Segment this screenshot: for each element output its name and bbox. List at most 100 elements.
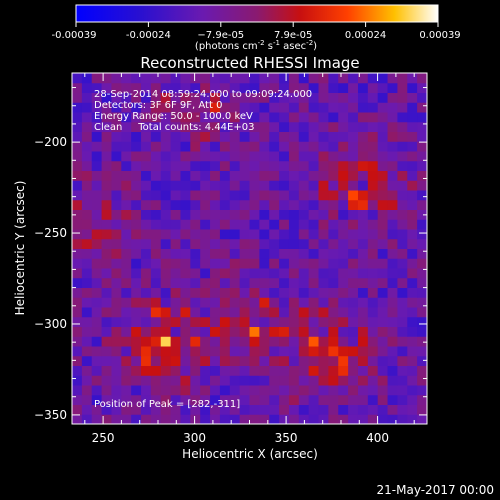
heatmap-cell [121, 219, 132, 230]
heatmap-cell [377, 346, 389, 357]
heatmap-cell [249, 229, 260, 240]
heatmap-cell [160, 141, 172, 152]
heatmap-cell [81, 277, 93, 288]
heatmap-cell [141, 307, 152, 318]
heatmap-cell [81, 121, 93, 132]
heatmap-cell [328, 160, 339, 171]
heatmap-cell [141, 258, 152, 269]
heatmap-cell [348, 365, 359, 376]
y-tick-label: −250 [34, 226, 67, 240]
heatmap-cell [328, 404, 339, 415]
heatmap-cell [249, 219, 260, 230]
heatmap-cell [72, 199, 83, 210]
heatmap-cell [210, 229, 221, 240]
heatmap-cell [131, 92, 142, 103]
heatmap-cell [210, 170, 221, 181]
heatmap-cell [308, 355, 320, 366]
heatmap-cell [338, 238, 349, 249]
heatmap-cell [121, 209, 132, 220]
heatmap-cell [357, 102, 369, 113]
heatmap-cell [259, 346, 270, 357]
heatmap-cell [357, 190, 369, 201]
heatmap-cell [417, 268, 428, 279]
heatmap-cell [219, 375, 231, 386]
heatmap-cell [338, 170, 349, 181]
heatmap-cell [269, 112, 280, 123]
heatmap-cell [259, 258, 270, 269]
heatmap-cell [200, 170, 211, 181]
heatmap-cell [229, 238, 241, 249]
heatmap-cell [190, 365, 201, 376]
heatmap-cell [72, 287, 83, 298]
heatmap-cell [308, 375, 320, 386]
heatmap-cell [348, 112, 359, 123]
heatmap-cell [150, 199, 162, 210]
heatmap-cell [367, 365, 379, 376]
heatmap-cell [72, 307, 83, 318]
heatmap-cell [229, 170, 241, 181]
heatmap-cell [397, 404, 408, 415]
heatmap-cell [200, 346, 211, 357]
heatmap-cell [298, 151, 310, 162]
heatmap-cell [190, 414, 201, 425]
heatmap-cell [101, 190, 112, 201]
heatmap-cell [269, 92, 280, 103]
heatmap-cell [239, 141, 250, 152]
heatmap-cell [150, 268, 162, 279]
heatmap-cell [81, 199, 93, 210]
heatmap-cell [200, 385, 211, 396]
heatmap-cell [190, 121, 201, 132]
heatmap-cell [101, 287, 112, 298]
heatmap-cell [141, 73, 152, 84]
heatmap-cell [229, 277, 241, 288]
colorbar-frame [75, 4, 439, 23]
heatmap-cell [210, 151, 221, 162]
heatmap-cell [318, 346, 329, 357]
heatmap-cell [279, 385, 290, 396]
heatmap-cell [367, 394, 379, 405]
heatmap-cell [150, 365, 162, 376]
heatmap-cell [180, 219, 191, 230]
heatmap-cell [308, 170, 320, 181]
heatmap-cell [367, 355, 379, 366]
heatmap-cell [308, 209, 320, 220]
heatmap-cell [210, 199, 221, 210]
heatmap-cell [367, 229, 379, 240]
heatmap-cell [308, 238, 320, 249]
heatmap-cell [111, 346, 122, 357]
heatmap-cell [190, 404, 201, 415]
heatmap-cell [338, 336, 349, 347]
heatmap-cell [141, 160, 152, 171]
heatmap-cell [160, 238, 172, 249]
heatmap-cell [81, 82, 93, 93]
heatmap-cell [407, 190, 418, 201]
annotation-energy-range: Energy Range: 50.0 - 100.0 keV [94, 111, 253, 122]
heatmap-cell [190, 219, 201, 230]
heatmap-cell [200, 365, 211, 376]
heatmap-cell [190, 229, 201, 240]
heatmap-cell [219, 404, 231, 415]
heatmap-cell [229, 199, 241, 210]
heatmap-cell [160, 248, 172, 259]
heatmap-cell [249, 394, 260, 405]
heatmap-cell [200, 209, 211, 220]
heatmap-cell [269, 365, 280, 376]
heatmap-cell [101, 180, 112, 191]
heatmap-cell [397, 209, 408, 220]
heatmap-cell [298, 238, 310, 249]
heatmap-cell [348, 355, 359, 366]
heatmap-cell [308, 394, 320, 405]
heatmap-cell [318, 385, 329, 396]
heatmap-cell [338, 355, 349, 366]
heatmap-cell [377, 394, 389, 405]
heatmap-cell [259, 238, 270, 249]
heatmap-cell [357, 316, 369, 327]
heatmap-cell [81, 346, 93, 357]
heatmap-cell [229, 287, 241, 298]
heatmap-cell [407, 355, 418, 366]
heatmap-cell [269, 199, 280, 210]
heatmap-cell [141, 190, 152, 201]
heatmap-cell [249, 248, 260, 259]
heatmap-cell [367, 102, 379, 113]
heatmap-cell [121, 404, 132, 415]
